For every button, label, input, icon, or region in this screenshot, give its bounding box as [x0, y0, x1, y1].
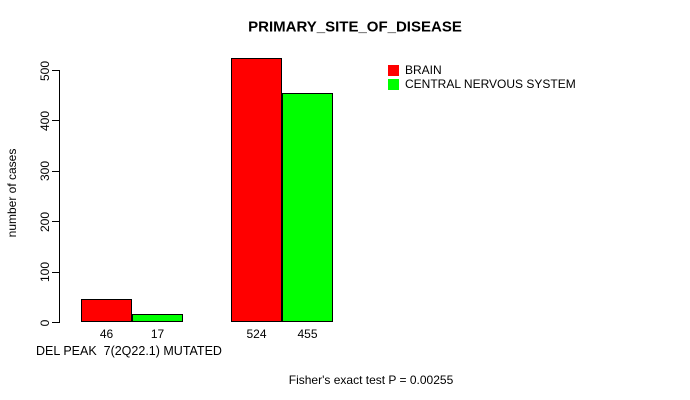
y-tick-mark: [52, 221, 59, 223]
legend-label: CENTRAL NERVOUS SYSTEM: [405, 77, 576, 91]
y-tick-mark: [52, 170, 59, 172]
chart-title: PRIMARY_SITE_OF_DISEASE: [248, 18, 462, 36]
y-tick-mark: [52, 322, 59, 323]
legend-row: CENTRAL NERVOUS SYSTEM: [388, 77, 576, 91]
y-tick-label: 0: [38, 319, 52, 326]
bar: [132, 313, 183, 323]
bar: [81, 299, 132, 323]
bar-value-label: 455: [297, 327, 318, 341]
bar: [231, 58, 282, 323]
y-tick-label: 200: [38, 211, 52, 232]
y-tick-mark: [52, 120, 59, 122]
legend-row: BRAIN: [388, 63, 576, 77]
fisher-test-annotation: Fisher's exact test P = 0.00255: [288, 373, 454, 387]
y-axis-label: number of cases: [5, 148, 19, 238]
bar-value-label: 17: [150, 327, 165, 341]
x-axis-group-label: DEL PEAK 7(2Q22.1) MUTATED: [36, 344, 222, 358]
y-axis-line: [59, 70, 60, 323]
y-tick-label: 400: [38, 110, 52, 131]
legend-label: BRAIN: [405, 63, 442, 77]
bar: [282, 93, 333, 323]
y-tick-label: 500: [38, 60, 52, 81]
y-tick-label: 300: [38, 161, 52, 182]
y-tick-mark: [52, 70, 59, 71]
bar-value-label: 524: [246, 327, 267, 341]
legend-swatch: [388, 64, 399, 76]
bar-value-label: 46: [99, 327, 114, 341]
y-tick-label: 100: [38, 262, 52, 283]
y-tick-mark: [52, 271, 59, 273]
legend-swatch: [388, 78, 399, 90]
legend: BRAIN CENTRAL NERVOUS SYSTEM: [388, 63, 576, 91]
